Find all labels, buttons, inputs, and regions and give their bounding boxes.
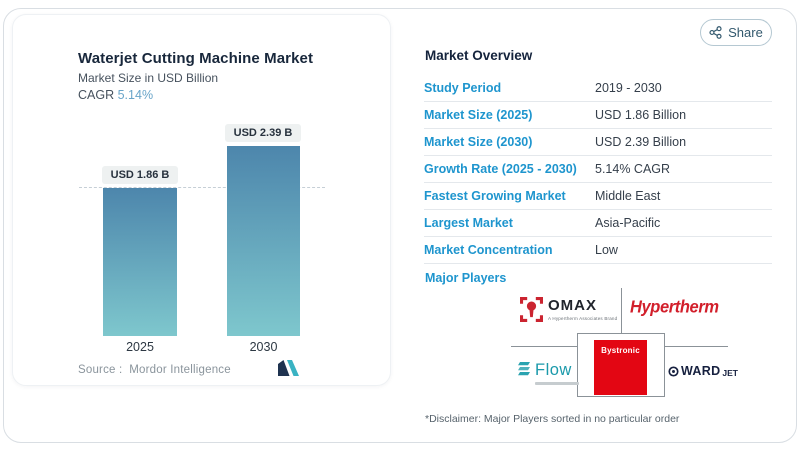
row-label: Fastest Growing Market bbox=[424, 189, 566, 203]
flow-wordmark: Flow bbox=[535, 361, 572, 379]
bar-2030 bbox=[227, 146, 300, 336]
reference-dashed-line bbox=[79, 187, 325, 188]
logo-flow: Flow bbox=[517, 361, 579, 385]
chart-cagr: CAGR 5.14% bbox=[78, 88, 153, 102]
chart-title: Waterjet Cutting Machine Market bbox=[78, 50, 314, 67]
table-row: Largest Market Asia-Pacific bbox=[424, 210, 772, 237]
table-row: Market Concentration Low bbox=[424, 237, 772, 264]
x-tick-2025: 2025 bbox=[126, 340, 154, 354]
chart-subtitle: Market Size in USD Billion bbox=[78, 71, 219, 85]
row-value: Low bbox=[595, 243, 618, 257]
table-row: Growth Rate (2025 - 2030) 5.14% CAGR bbox=[424, 156, 772, 183]
cagr-label: CAGR bbox=[78, 88, 115, 102]
row-value: 2019 - 2030 bbox=[595, 81, 662, 95]
omax-tagline: A Hypertherm Associates Brand bbox=[548, 316, 618, 321]
overview-title: Market Overview bbox=[425, 48, 533, 63]
flow-tagline-bar bbox=[535, 382, 579, 385]
row-value: Middle East bbox=[595, 189, 661, 203]
logo-bystronic: Bystronic bbox=[594, 340, 647, 395]
table-row: Market Size (2030) USD 2.39 Billion bbox=[424, 129, 772, 156]
source-value: Mordor Intelligence bbox=[129, 364, 231, 376]
row-label: Market Size (2025) bbox=[424, 108, 533, 122]
overview-table: Study Period 2019 - 2030 Market Size (20… bbox=[424, 75, 772, 264]
row-label: Largest Market bbox=[424, 216, 513, 230]
flow-icon bbox=[518, 362, 530, 376]
row-value: Asia-Pacific bbox=[595, 216, 661, 230]
logo-hypertherm: Hypertherm bbox=[630, 297, 719, 317]
bar-value-label-2030: USD 2.39 B bbox=[225, 124, 301, 142]
cagr-value: 5.14% bbox=[117, 88, 154, 102]
row-label: Market Concentration bbox=[424, 243, 553, 257]
table-row: Study Period 2019 - 2030 bbox=[424, 75, 772, 102]
source-row: Source : Mordor Intelligence bbox=[78, 364, 231, 376]
connector-vertical bbox=[621, 288, 622, 333]
connector-right bbox=[665, 346, 728, 347]
logo-wardjet: WARD JET bbox=[668, 364, 738, 378]
bar-value-label-2025: USD 1.86 B bbox=[102, 166, 178, 184]
bystronic-wordmark: Bystronic bbox=[601, 346, 640, 355]
x-tick-2030: 2030 bbox=[249, 340, 278, 354]
logo-omax: OMAX A Hypertherm Associates Brand bbox=[520, 297, 617, 322]
share-button[interactable]: Share bbox=[700, 19, 772, 46]
connector-left bbox=[511, 346, 577, 347]
table-row: Fastest Growing Market Middle East bbox=[424, 183, 772, 210]
row-value: USD 1.86 Billion bbox=[595, 108, 687, 122]
omax-wordmark: OMAX bbox=[548, 297, 597, 314]
row-label: Study Period bbox=[424, 81, 502, 95]
table-row: Market Size (2025) USD 1.86 Billion bbox=[424, 102, 772, 129]
share-button-label: Share bbox=[728, 25, 763, 40]
bar-2025 bbox=[103, 188, 177, 336]
mordor-intelligence-logo-icon bbox=[278, 360, 299, 376]
row-value: USD 2.39 Billion bbox=[595, 135, 687, 149]
chart-panel bbox=[12, 14, 391, 386]
row-label: Market Size (2030) bbox=[424, 135, 533, 149]
wardjet-jet: JET bbox=[722, 367, 738, 378]
omax-icon bbox=[520, 297, 543, 322]
source-label: Source : bbox=[78, 364, 123, 376]
row-value: 5.14% CAGR bbox=[595, 162, 671, 176]
disclaimer-text: *Disclaimer: Major Players sorted in no … bbox=[425, 413, 680, 425]
row-label: Growth Rate (2025 - 2030) bbox=[424, 162, 577, 176]
major-players-label: Major Players bbox=[425, 271, 507, 285]
wardjet-wordmark: WARD bbox=[681, 364, 721, 378]
share-icon bbox=[709, 26, 722, 39]
wardjet-icon bbox=[668, 365, 679, 377]
